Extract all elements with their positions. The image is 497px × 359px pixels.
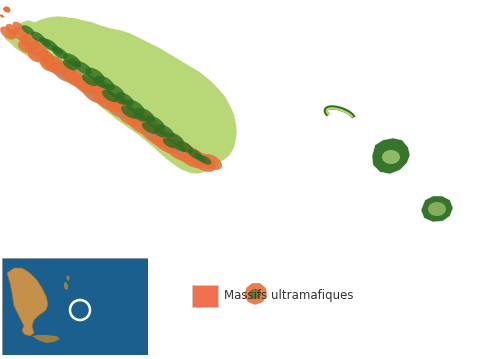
Ellipse shape [52, 47, 68, 59]
Ellipse shape [94, 78, 106, 88]
Ellipse shape [156, 124, 174, 137]
Ellipse shape [177, 150, 183, 154]
Ellipse shape [163, 138, 177, 148]
Ellipse shape [40, 58, 56, 72]
Ellipse shape [12, 22, 23, 31]
Ellipse shape [166, 132, 184, 146]
Ellipse shape [42, 39, 58, 51]
Ellipse shape [73, 76, 97, 94]
Ellipse shape [105, 98, 131, 118]
Ellipse shape [164, 138, 196, 162]
Ellipse shape [74, 61, 92, 75]
Polygon shape [4, 16, 237, 174]
Ellipse shape [177, 146, 207, 168]
Polygon shape [372, 138, 410, 174]
Ellipse shape [145, 116, 165, 130]
Ellipse shape [51, 45, 63, 55]
Polygon shape [7, 268, 48, 336]
Ellipse shape [132, 110, 158, 130]
Polygon shape [32, 335, 60, 343]
Ellipse shape [82, 82, 108, 104]
Ellipse shape [63, 60, 77, 70]
FancyBboxPatch shape [192, 285, 218, 307]
Ellipse shape [13, 27, 31, 43]
Ellipse shape [31, 32, 45, 42]
Ellipse shape [22, 25, 34, 35]
Ellipse shape [64, 282, 68, 290]
Ellipse shape [82, 74, 98, 86]
FancyBboxPatch shape [2, 258, 148, 355]
Text: Massifs ultramafiques: Massifs ultramafiques [224, 289, 353, 302]
Ellipse shape [85, 67, 105, 83]
Ellipse shape [52, 61, 79, 83]
Ellipse shape [116, 92, 134, 106]
Ellipse shape [105, 84, 125, 98]
Ellipse shape [121, 106, 139, 118]
Ellipse shape [69, 58, 81, 68]
Ellipse shape [0, 14, 4, 18]
Ellipse shape [42, 55, 68, 75]
Ellipse shape [154, 129, 166, 137]
Polygon shape [244, 283, 267, 305]
Polygon shape [3, 6, 11, 13]
Ellipse shape [37, 50, 55, 64]
Ellipse shape [67, 275, 70, 280]
Ellipse shape [134, 112, 146, 122]
Polygon shape [421, 196, 453, 222]
Ellipse shape [108, 94, 132, 112]
Ellipse shape [0, 27, 16, 39]
Ellipse shape [195, 154, 205, 162]
Ellipse shape [152, 130, 184, 154]
Ellipse shape [202, 154, 222, 170]
Ellipse shape [39, 37, 51, 47]
Ellipse shape [20, 34, 40, 50]
Ellipse shape [125, 99, 145, 115]
Ellipse shape [116, 113, 124, 117]
Ellipse shape [190, 152, 216, 172]
Ellipse shape [89, 79, 111, 97]
Ellipse shape [27, 41, 49, 59]
Ellipse shape [18, 41, 32, 53]
Ellipse shape [28, 50, 42, 62]
Ellipse shape [57, 73, 64, 78]
Ellipse shape [95, 75, 115, 90]
Ellipse shape [86, 93, 93, 98]
Ellipse shape [188, 149, 202, 159]
Ellipse shape [6, 24, 18, 34]
Ellipse shape [140, 121, 170, 145]
Ellipse shape [146, 127, 173, 149]
Ellipse shape [135, 108, 155, 122]
Ellipse shape [249, 289, 261, 299]
Ellipse shape [63, 53, 81, 67]
Ellipse shape [428, 202, 446, 216]
Ellipse shape [114, 95, 126, 105]
Ellipse shape [147, 132, 154, 137]
Ellipse shape [63, 68, 87, 88]
Ellipse shape [199, 155, 211, 165]
Ellipse shape [102, 90, 118, 102]
Ellipse shape [93, 89, 122, 111]
Ellipse shape [174, 144, 185, 152]
Ellipse shape [382, 150, 400, 164]
Ellipse shape [177, 141, 193, 153]
Ellipse shape [116, 105, 144, 127]
Ellipse shape [127, 113, 157, 135]
Ellipse shape [142, 122, 158, 134]
